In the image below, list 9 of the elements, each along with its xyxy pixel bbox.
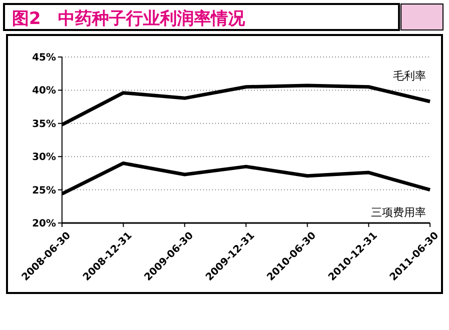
y-tick-label: 25% xyxy=(32,185,56,196)
y-tick-label: 20% xyxy=(32,218,56,230)
y-tick-label: 35% xyxy=(32,118,56,130)
series-label: 毛利率 xyxy=(393,69,426,82)
chart-title: 图2 中药种子行业利润率情况 xyxy=(12,9,246,29)
series-label: 三项费用率 xyxy=(371,206,426,219)
y-tick-label: 45% xyxy=(32,52,56,64)
y-tick-label: 40% xyxy=(32,86,56,97)
y-tick-label: 30% xyxy=(32,152,56,164)
